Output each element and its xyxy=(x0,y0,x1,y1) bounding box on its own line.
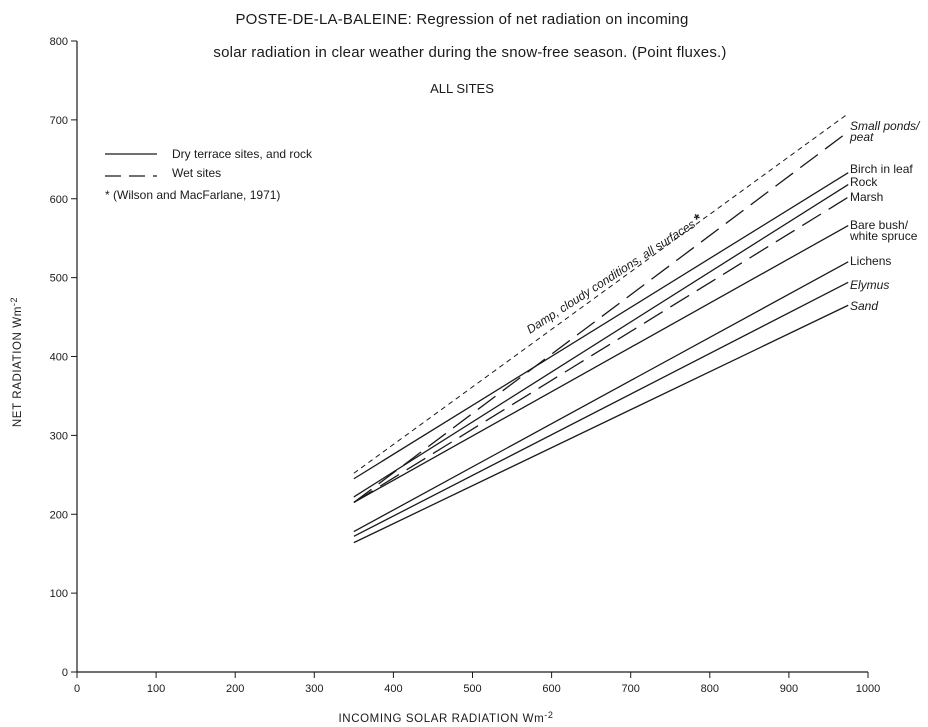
x-tick-label: 100 xyxy=(147,683,165,695)
series-line-lichens xyxy=(353,261,849,533)
legend-item-reference: * (Wilson and MacFarlane, 1971) xyxy=(105,188,280,202)
series-line-damp-cloudy-conditions-all-surfaces xyxy=(353,113,849,474)
series-end-label-rock: Rock xyxy=(850,175,878,189)
y-tick-label: 400 xyxy=(50,352,68,364)
chart-title: POSTE-DE-LA-BALEINE: Regression of net r… xyxy=(235,11,688,28)
series-end-label-birch-in-leaf: Birch in leaf xyxy=(850,162,913,176)
legend: Dry terrace sites, and rock Wet sites * … xyxy=(105,147,313,202)
x-tick-label: 600 xyxy=(542,683,560,695)
chart-title-rest: : Regression of net radiation on incomin… xyxy=(408,11,689,28)
x-tick-label: 300 xyxy=(305,683,323,695)
ticks: 0 100 200 300 400 500 600 700 800 900 1000 0 100 200 3… xyxy=(50,36,881,695)
x-tick-label: 700 xyxy=(622,683,640,695)
y-tick-label: 300 xyxy=(50,430,68,442)
series-end-label-elymus: Elymus xyxy=(850,278,889,292)
series-line-bare-bush-white-spruce xyxy=(353,225,849,503)
series-end-label-lichens: Lichens xyxy=(850,254,891,268)
series-line-small-ponds-peat xyxy=(353,131,849,503)
x-axis-label: INCOMING SOLAR RADIATION Wm-2 xyxy=(339,710,554,725)
y-tick-label: 100 xyxy=(50,588,68,600)
series-end-label-small-ponds-peat: Small ponds/peat xyxy=(849,119,921,144)
y-tick-label: 200 xyxy=(50,509,68,521)
chart-subtitle: ALL SITES xyxy=(430,81,494,96)
x-tick-label: 500 xyxy=(463,683,481,695)
series-end-label-marsh: Marsh xyxy=(850,190,883,204)
x-tick-label: 400 xyxy=(384,683,402,695)
y-tick-label: 800 xyxy=(50,36,68,48)
series-line-elymus xyxy=(353,281,849,537)
legend-item-dry: Dry terrace sites, and rock xyxy=(172,147,313,161)
series-end-label-sand: Sand xyxy=(850,299,878,313)
chart-title-place: POSTE-DE-LA-BALEINE xyxy=(235,11,407,28)
series-line-marsh xyxy=(353,196,849,503)
x-tick-label: 800 xyxy=(701,683,719,695)
y-tick-label: 600 xyxy=(50,194,68,206)
series-line-sand xyxy=(353,304,849,544)
series-end-label-bare-bush-white-spruce: Bare bush/white spruce xyxy=(849,218,918,243)
y-tick-label: 500 xyxy=(50,273,68,285)
y-tick-label: 0 xyxy=(62,667,68,679)
series-line-rock xyxy=(353,184,849,498)
y-axis-label: NET RADIATION Wm-2 xyxy=(9,297,24,427)
y-tick-label: 700 xyxy=(50,115,68,127)
annotation-damp-cloudy: Damp, cloudy conditions, all surfaces* xyxy=(523,210,706,337)
axes xyxy=(76,41,868,673)
x-tick-label: 200 xyxy=(226,683,244,695)
x-tick-label: 1000 xyxy=(856,683,880,695)
x-tick-label: 900 xyxy=(780,683,798,695)
series-line-birch-in-leaf xyxy=(353,172,849,480)
chart-title-line2: solar radiation in clear weather during … xyxy=(213,44,726,61)
series-lines xyxy=(353,113,849,544)
x-tick-label: 0 xyxy=(74,683,80,695)
legend-item-wet: Wet sites xyxy=(172,166,221,180)
